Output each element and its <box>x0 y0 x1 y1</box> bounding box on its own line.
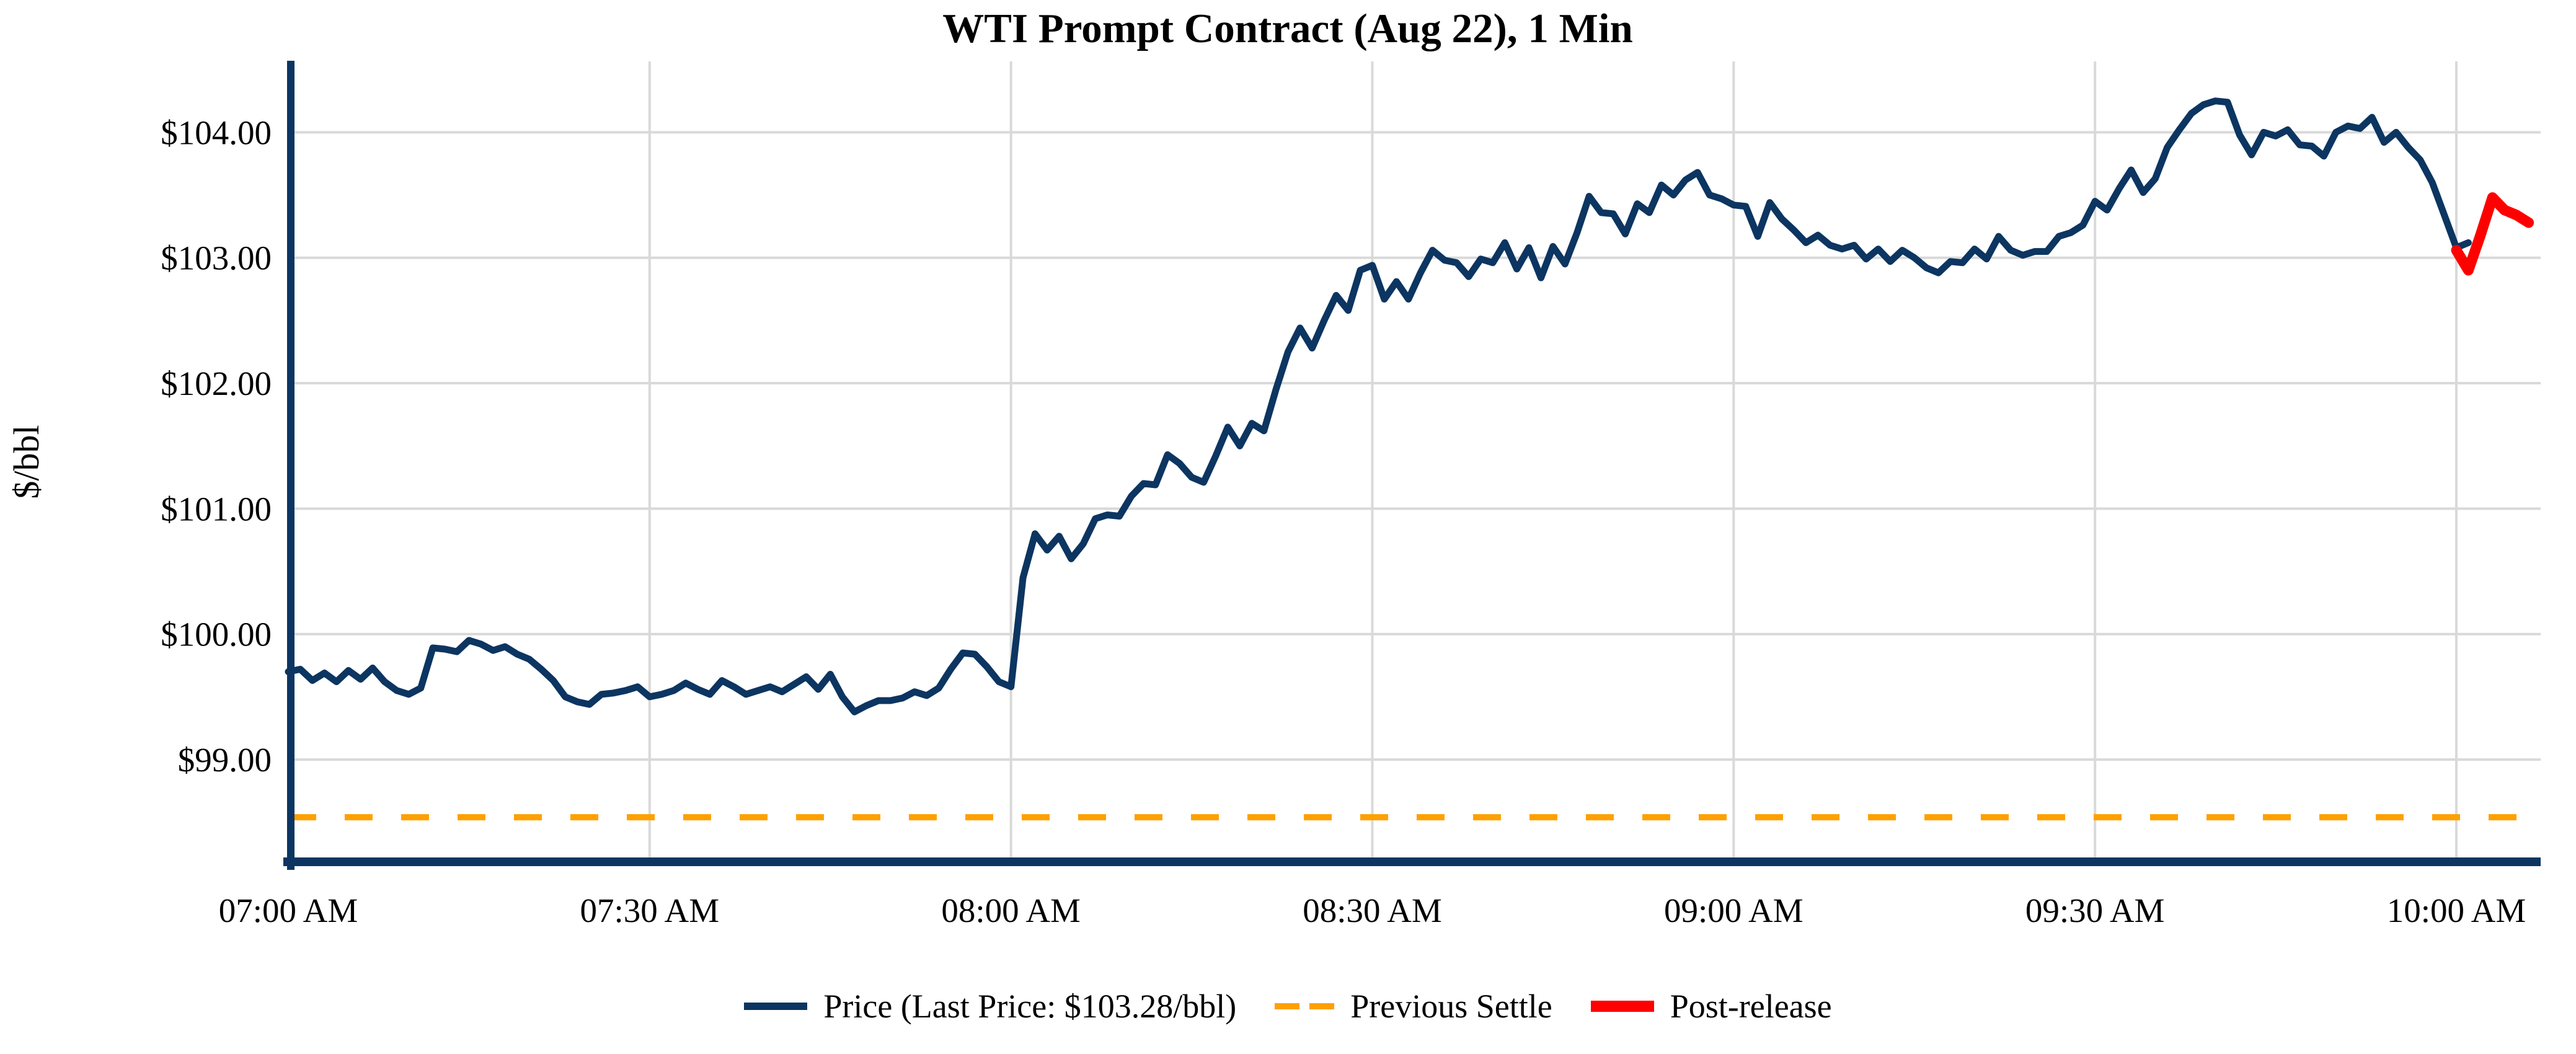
legend: Price (Last Price: $103.28/bbl) Previous… <box>0 978 2576 1034</box>
x-tick-label: 07:30 AM <box>580 892 720 929</box>
y-tick-label: $101.00 <box>161 490 272 528</box>
y-tick-label: $100.00 <box>161 616 272 653</box>
x-tick-labels: 07:00 AM 07:30 AM 08:00 AM 08:30 AM 09:00 AM… <box>219 892 2526 929</box>
legend-label-settle: Previous Settle <box>1350 988 1552 1025</box>
left-axis-spine <box>287 61 294 870</box>
legend-label-price: Price (Last Price: $103.28/bbl) <box>823 988 1237 1025</box>
x-tick-label: 10:00 AM <box>2387 892 2526 929</box>
price-line-swatch <box>744 1003 808 1010</box>
y-axis-title: $/bbl <box>6 425 46 498</box>
y-tick-label: $99.00 <box>178 741 272 779</box>
y-tick-label: $102.00 <box>161 365 272 402</box>
x-tick-label: 08:30 AM <box>1303 892 1442 929</box>
x-tick-label: 09:30 AM <box>2025 892 2165 929</box>
legend-label-post: Post-release <box>1670 988 1832 1025</box>
y-tick-label: $104.00 <box>161 113 272 151</box>
x-tick-label: 09:00 AM <box>1664 892 1804 929</box>
chart-title: WTI Prompt Contract (Aug 22), 1 Min <box>942 6 1632 51</box>
bottom-axis-spine <box>283 857 2541 866</box>
legend-item-price: Price (Last Price: $103.28/bbl) <box>744 987 1236 1025</box>
x-tick-label: 07:00 AM <box>219 892 358 929</box>
legend-item-settle: Previous Settle <box>1275 987 1552 1025</box>
axis-spines <box>283 61 2541 870</box>
series-lines <box>285 97 2534 715</box>
settle-dash-swatch <box>1275 1003 1335 1009</box>
y-tick-labels: $99.00 $100.00 $101.00 $102.00 $103.00 $104.0… <box>161 113 272 779</box>
x-tick-label: 08:00 AM <box>941 892 1081 929</box>
post-release-line <box>2451 192 2534 276</box>
post-release-swatch <box>1590 1001 1654 1012</box>
legend-item-post: Post-release <box>1590 987 1832 1025</box>
y-tick-label: $103.00 <box>161 239 272 277</box>
gridlines <box>287 61 2541 862</box>
price-line <box>285 97 2472 715</box>
